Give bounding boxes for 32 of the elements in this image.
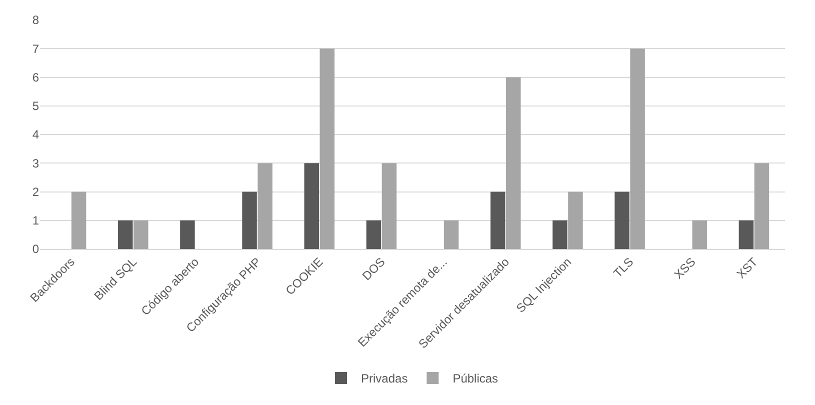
- bar: [242, 192, 257, 249]
- bar: [320, 48, 335, 249]
- bar: [692, 220, 708, 249]
- x-tick-label: TLS: [610, 254, 636, 280]
- bar: [506, 77, 521, 249]
- y-tick-label: 6: [32, 70, 40, 84]
- y-tick-label: 3: [32, 156, 40, 170]
- bar: [630, 48, 645, 249]
- bar: [71, 192, 86, 249]
- y-tick-label: 5: [32, 99, 40, 114]
- bar: [180, 220, 195, 249]
- legend-label: Privadas: [361, 372, 408, 386]
- y-tick-label: 4: [32, 128, 40, 142]
- y-tick-label: 7: [32, 42, 40, 56]
- bar: [444, 220, 459, 249]
- bar: [118, 220, 133, 249]
- bar: [258, 163, 272, 249]
- bar: [382, 163, 397, 249]
- y-tick-label: 2: [32, 184, 40, 199]
- legend-label: Públicas: [452, 372, 498, 386]
- bar: [754, 163, 770, 249]
- bar: [738, 220, 754, 249]
- bar: [366, 220, 382, 249]
- bar: [304, 163, 319, 249]
- y-tick-label: 1: [32, 214, 40, 228]
- bar: [614, 192, 630, 249]
- bar: [134, 220, 148, 249]
- y-tick-label: 8: [32, 13, 40, 28]
- bar: [568, 192, 583, 249]
- y-tick-label: 0: [32, 242, 40, 256]
- bar: [552, 220, 568, 249]
- bar: [490, 192, 506, 249]
